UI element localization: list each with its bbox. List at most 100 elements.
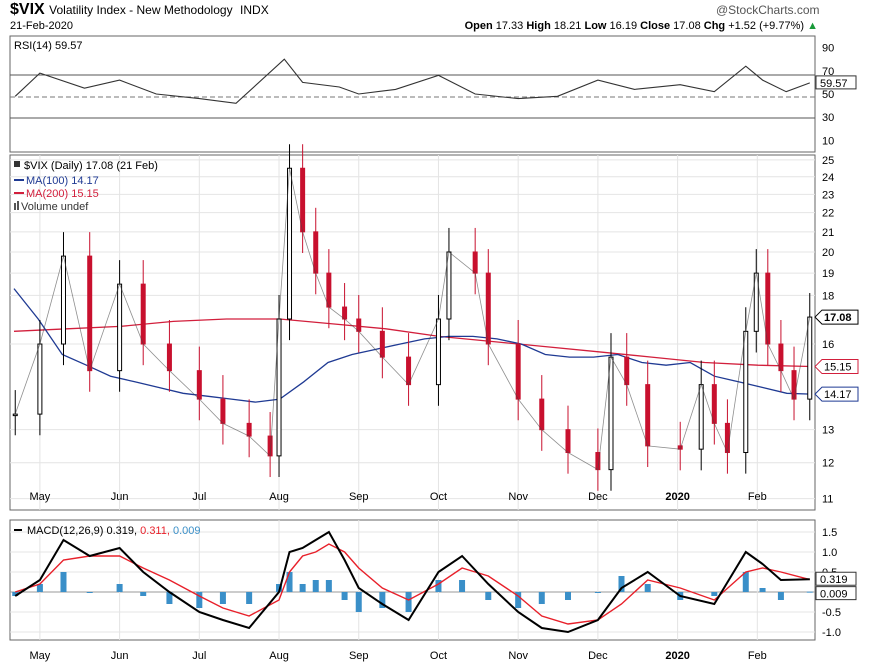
macd-month-label: Oct: [430, 650, 447, 662]
price-candle: [515, 343, 521, 400]
price-candle: [117, 283, 123, 372]
rsi-tick-label: 50: [822, 89, 834, 101]
security-name: Volatility Index - New Methodology: [49, 3, 233, 17]
rsi-line: [14, 58, 810, 104]
rsi-panel: RSI(14) 59.57 90 70 50 30 10 59.57: [9, 35, 857, 153]
price-tick-label: 13: [822, 425, 834, 437]
macd-hist-bar: [325, 580, 332, 592]
price-tick-label: 21: [822, 227, 834, 239]
macd-month-label: Feb: [748, 650, 767, 662]
volume-legend-icon-bar: [17, 201, 19, 210]
macd-hist-bar: [86, 592, 93, 593]
macd-hist-bar: [60, 572, 67, 592]
close-label: Close: [640, 20, 671, 32]
price-candle: [406, 356, 412, 386]
price-month-label: Sep: [349, 491, 369, 503]
rsi-tick-label: 90: [822, 43, 834, 55]
price-candle: [778, 343, 784, 372]
rsi-value-box: [815, 75, 857, 90]
macd-tick-label: -1.0: [822, 627, 841, 639]
macd-hist-bar: [777, 592, 784, 600]
ma100-legend: MA(100) 14.17: [26, 175, 99, 187]
price-month-label: Jul: [192, 491, 206, 503]
price-tick-label: 19: [822, 268, 834, 280]
price-month-label: Aug: [269, 491, 289, 503]
volume-legend: Volume undef: [21, 201, 89, 213]
macd-tick-label: 1.0: [822, 547, 837, 559]
price-legend-icon: [14, 161, 20, 167]
macd-last-label: 0.319: [820, 574, 848, 586]
ma200-line: [13, 318, 812, 368]
price-month-label: May: [30, 491, 51, 503]
price-tick-label: 16: [822, 339, 834, 351]
macd-hist-bar: [286, 572, 293, 592]
macd-legend: MACD(12,26,9) 0.319, 0.311, 0.009: [27, 525, 201, 537]
ma200-last-label: 15.15: [824, 362, 852, 374]
open-value: 17.33: [495, 20, 524, 32]
macd-hist-bar: [459, 580, 466, 592]
price-last-label-box: [814, 309, 859, 325]
macd-month-label: May: [30, 650, 51, 662]
macd-hist-last-label-box: [815, 586, 857, 601]
price-tick-label: 12: [822, 458, 834, 470]
macd-hist-bar: [515, 592, 522, 608]
macd-hist-bar: [618, 576, 625, 592]
price-month-label: Nov: [508, 491, 528, 503]
macd-hist-bar: [299, 584, 306, 592]
ma100-last-label-box: [814, 386, 859, 402]
macd-hist-bar: [355, 592, 362, 612]
chart-date: 21-Feb-2020: [10, 20, 73, 32]
macd-hist-bar: [166, 592, 173, 604]
macd-tick-label: 1.5: [822, 527, 837, 539]
ma100-last-label: 14.17: [824, 389, 852, 401]
price-candle: [140, 283, 146, 345]
price-candle: [379, 330, 385, 358]
price-candle: [743, 330, 749, 454]
price-legend: $VIX (Daily) 17.08 (21 Feb): [24, 160, 158, 172]
macd-hist-bar: [140, 592, 147, 596]
rsi-tick-label: 10: [822, 135, 834, 147]
price-candle: [472, 251, 478, 274]
macd-month-label: Sep: [349, 650, 369, 662]
price-candle: [435, 318, 441, 386]
macd-month-label: Nov: [508, 650, 528, 662]
price-candle: [220, 398, 226, 424]
macd-hist-bar: [36, 584, 43, 592]
macd-hist-bar: [742, 572, 749, 592]
price-panel: 25 24 23 22 21 20 19 18 16 13 12 11 17.08 15.15 14.17…: [9, 144, 859, 511]
close-value: 17.08: [673, 20, 701, 32]
macd-hist-bar: [405, 592, 412, 612]
copyright: @StockCharts.com: [716, 3, 820, 17]
macd-line: [14, 530, 810, 634]
low-label: Low: [584, 20, 607, 32]
ma200-last-label-box: [814, 359, 859, 375]
ma200-legend: MA(200) 15.15: [26, 188, 99, 200]
macd-hist-bar: [759, 588, 766, 592]
exchange: INDX: [240, 3, 269, 17]
price-tick-label: 23: [822, 189, 834, 201]
price-candle: [166, 343, 172, 372]
macd-hist-bar: [538, 592, 545, 604]
chg-label: Chg: [703, 20, 726, 32]
rsi-tick-label: 30: [822, 112, 834, 124]
price-candle: [246, 422, 252, 437]
macd-hist-bar: [196, 592, 203, 608]
macd-hist-bar: [711, 592, 718, 596]
macd-month-label: Jun: [111, 650, 129, 662]
macd-hist-last-label: 0.009: [820, 589, 848, 601]
price-candle: [565, 429, 571, 454]
price-candle: [12, 413, 18, 417]
price-candle: [485, 272, 491, 345]
macd-legend-hist: 0.009: [173, 525, 201, 537]
price-month-label: Dec: [588, 491, 608, 503]
volume-legend-icon: [14, 203, 16, 210]
price-candle: [342, 306, 348, 320]
price-candle: [711, 384, 717, 424]
symbol: $VIX: [10, 1, 45, 18]
rsi-legend: RSI(14) 59.57: [14, 40, 82, 52]
macd-legend-macd: 0.319,: [106, 525, 137, 537]
price-candle: [791, 370, 797, 400]
macd-hist-bar: [564, 592, 571, 600]
price-candle: [196, 370, 202, 400]
macd-hist-bar: [341, 592, 348, 600]
